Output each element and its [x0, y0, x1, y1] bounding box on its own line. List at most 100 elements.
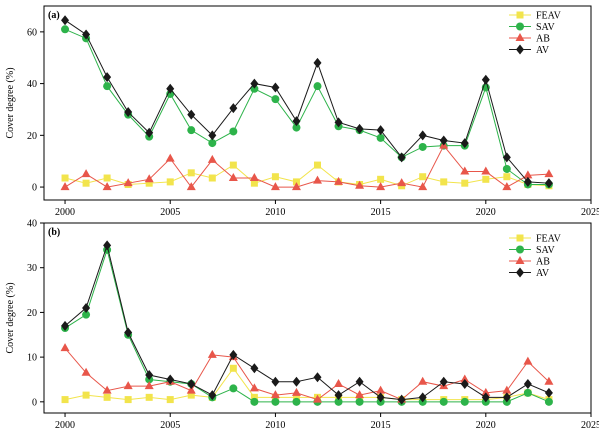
data-point	[397, 152, 406, 163]
data-point	[60, 343, 70, 352]
data-point	[61, 15, 70, 26]
series-line	[64, 144, 549, 188]
x-tick-label: 2025	[581, 207, 599, 218]
data-point	[270, 390, 280, 399]
x-tick-label: 2000	[55, 420, 75, 431]
data-point	[250, 84, 259, 93]
series-ab	[60, 140, 554, 191]
data-point	[61, 320, 70, 331]
legend-label: AB	[536, 257, 550, 268]
data-point	[102, 182, 112, 191]
data-point	[419, 173, 427, 181]
data-point	[208, 174, 216, 182]
data-point	[229, 349, 238, 360]
data-point	[397, 394, 406, 405]
data-point	[229, 161, 237, 169]
data-point	[523, 176, 532, 187]
panel-label: (a)	[48, 10, 60, 21]
series-feav	[61, 364, 553, 404]
data-point	[82, 179, 90, 187]
legend-marker	[515, 33, 525, 41]
data-point	[249, 173, 259, 182]
data-point	[250, 363, 259, 374]
plot-frame	[43, 5, 592, 201]
data-point	[186, 385, 196, 394]
x-tick-label: 2020	[476, 420, 496, 431]
data-point	[418, 130, 427, 141]
data-point	[187, 126, 196, 135]
legend-label: AV	[536, 45, 550, 56]
data-point	[124, 396, 132, 404]
x-tick-label: 2015	[371, 207, 391, 218]
y-tick-label: 40	[27, 79, 37, 90]
data-point	[271, 95, 280, 104]
data-point	[250, 393, 258, 401]
data-point	[334, 176, 344, 185]
data-point	[249, 383, 259, 392]
x-tick-label: 2000	[55, 207, 75, 218]
data-point	[144, 381, 154, 390]
data-point	[314, 161, 321, 169]
panel-a: (a)Cover degree (%)2000 2005 2010 2015 2020 2…	[5, 5, 599, 218]
data-point	[313, 372, 322, 383]
y-axis-title: Cover degree (%)	[5, 67, 16, 138]
x-tick-label: 2020	[476, 207, 496, 218]
data-point	[460, 378, 469, 389]
data-point	[82, 29, 91, 40]
data-point	[82, 302, 91, 313]
data-point	[334, 397, 343, 406]
legend-marker	[516, 22, 524, 31]
x-tick-label: 2025	[581, 420, 599, 431]
data-point	[250, 78, 259, 89]
data-point	[271, 376, 280, 387]
data-point	[460, 397, 469, 406]
data-point	[166, 83, 175, 94]
data-point	[461, 179, 469, 187]
data-point	[270, 182, 280, 191]
data-point	[503, 173, 511, 181]
data-point	[440, 178, 448, 186]
data-point	[502, 152, 511, 163]
data-point	[418, 376, 428, 385]
x-tick-label: 2010	[265, 420, 285, 431]
data-point	[207, 349, 217, 358]
data-point	[355, 180, 365, 189]
data-point	[313, 394, 322, 403]
series-line	[64, 243, 550, 401]
data-point	[355, 123, 364, 134]
data-point	[377, 175, 385, 183]
y-tick-label: 0	[32, 397, 37, 408]
data-point	[102, 385, 112, 394]
series-av	[61, 15, 553, 189]
data-point	[250, 179, 258, 187]
data-point	[376, 125, 385, 136]
data-point	[166, 374, 175, 385]
data-point	[313, 82, 322, 91]
y-tick-label: 20	[27, 308, 37, 319]
legend-label: AV	[536, 268, 550, 279]
data-point	[82, 391, 90, 399]
data-point	[165, 153, 175, 162]
data-point	[103, 240, 112, 251]
data-point	[292, 116, 301, 127]
series-line	[64, 367, 550, 401]
data-point	[292, 397, 301, 406]
data-point	[355, 376, 364, 387]
data-point	[418, 142, 427, 151]
panel-label: (b)	[48, 227, 60, 238]
data-point	[82, 310, 91, 319]
data-point	[460, 166, 470, 175]
data-point	[481, 74, 490, 85]
data-point	[166, 396, 174, 404]
y-tick-label: 20	[27, 131, 37, 142]
data-point	[145, 393, 153, 401]
data-point	[229, 127, 238, 136]
x-tick-label: 2005	[160, 207, 180, 218]
y-tick-label: 60	[27, 27, 37, 38]
data-point	[334, 390, 343, 401]
data-point	[544, 397, 553, 406]
legend-label: FEAV	[536, 11, 562, 22]
data-point	[208, 130, 217, 141]
